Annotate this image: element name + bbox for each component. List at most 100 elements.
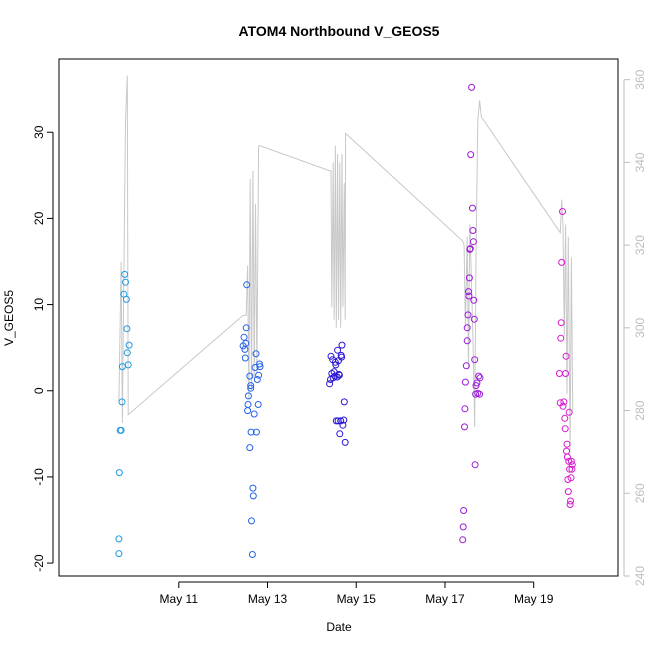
data-point xyxy=(464,311,472,319)
data-point xyxy=(246,444,254,452)
data-point xyxy=(241,345,249,353)
data-point xyxy=(469,238,477,246)
y-tick-label: 10 xyxy=(32,298,46,312)
data-point xyxy=(252,428,260,436)
y-tick-label: 20 xyxy=(32,211,46,225)
data-point xyxy=(559,402,567,410)
data-point xyxy=(248,517,255,525)
data-point xyxy=(327,352,335,360)
data-point xyxy=(476,390,484,398)
series-flight-5 xyxy=(555,208,576,508)
data-point xyxy=(467,151,475,159)
y-tick-label: 30 xyxy=(32,125,46,139)
y2-tick-label: 260 xyxy=(633,483,647,503)
data-point xyxy=(461,405,469,413)
x-tick-label: May 11 xyxy=(160,592,199,606)
data-point xyxy=(563,440,571,448)
data-point xyxy=(561,425,569,433)
data-point xyxy=(471,356,479,364)
data-point xyxy=(121,270,129,278)
data-point xyxy=(470,296,478,304)
data-point xyxy=(243,281,251,289)
y2-tick-label: 360 xyxy=(633,69,647,89)
series-flight-1 xyxy=(115,270,133,558)
data-point xyxy=(563,453,571,461)
data-point xyxy=(244,401,252,408)
data-point xyxy=(122,278,129,286)
data-point xyxy=(563,447,570,455)
data-point xyxy=(251,364,259,371)
data-point xyxy=(254,401,262,408)
data-point xyxy=(240,333,248,341)
series-flight-2 xyxy=(239,281,264,558)
data-point xyxy=(337,351,345,359)
y2-tick-label: 300 xyxy=(633,318,647,338)
y-tick-label: -10 xyxy=(32,468,46,486)
data-point xyxy=(562,370,570,377)
data-point xyxy=(244,392,252,400)
data-point xyxy=(250,410,258,418)
data-point xyxy=(335,370,343,378)
y2-tick-label: 280 xyxy=(633,400,647,420)
data-point xyxy=(326,380,334,388)
data-point xyxy=(340,398,348,406)
data-point xyxy=(241,354,249,362)
data-point xyxy=(557,319,565,327)
data-point xyxy=(475,372,483,380)
data-point xyxy=(248,551,256,558)
data-point xyxy=(562,352,570,360)
data-point xyxy=(459,523,467,531)
y-axis-label: V_GEOS5 xyxy=(2,290,16,346)
data-point xyxy=(115,550,123,558)
plot-frame xyxy=(58,58,619,577)
data-point xyxy=(247,382,255,390)
data-point xyxy=(338,341,346,349)
data-point xyxy=(244,407,252,415)
x-tick-label: May 17 xyxy=(425,592,465,606)
series-flight-4 xyxy=(459,83,484,544)
secondary-series-line xyxy=(118,75,574,452)
data-point xyxy=(247,384,255,392)
data-point xyxy=(337,417,345,425)
y2-tick-label: 320 xyxy=(633,235,647,255)
data-point xyxy=(242,339,250,347)
data-point xyxy=(124,361,132,369)
data-point xyxy=(118,398,126,406)
data-point xyxy=(460,507,468,514)
data-point xyxy=(471,461,479,469)
data-point xyxy=(461,378,469,386)
data-point xyxy=(461,423,468,431)
x-tick-label: May 19 xyxy=(514,592,554,606)
data-point xyxy=(459,536,467,544)
x-tick-label: May 13 xyxy=(248,592,288,606)
data-point xyxy=(476,374,484,382)
data-point xyxy=(242,324,250,332)
data-point xyxy=(473,379,481,387)
data-point xyxy=(249,492,257,500)
data-point xyxy=(555,370,563,377)
data-point xyxy=(568,465,576,473)
data-point xyxy=(564,488,572,496)
data-point xyxy=(341,438,349,446)
data-point xyxy=(469,227,477,234)
data-point xyxy=(560,398,568,406)
data-point xyxy=(115,469,123,477)
data-point xyxy=(256,360,263,368)
data-point xyxy=(557,334,565,342)
data-point xyxy=(567,497,574,505)
data-point xyxy=(470,315,478,323)
data-point xyxy=(463,337,471,345)
data-point xyxy=(117,426,125,434)
data-point xyxy=(247,428,255,436)
data-point xyxy=(565,408,573,416)
data-point xyxy=(463,324,471,332)
data-point xyxy=(567,474,575,482)
data-point xyxy=(559,208,566,215)
data-point xyxy=(465,274,473,282)
data-point xyxy=(252,350,260,358)
y2-tick-label: 340 xyxy=(633,152,647,172)
data-point xyxy=(558,258,566,266)
data-point xyxy=(462,362,470,370)
data-point xyxy=(123,325,131,333)
